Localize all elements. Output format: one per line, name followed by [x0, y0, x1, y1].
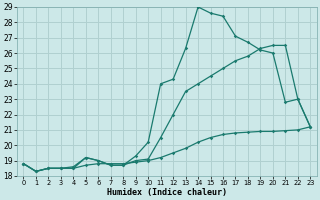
X-axis label: Humidex (Indice chaleur): Humidex (Indice chaleur) — [107, 188, 227, 197]
